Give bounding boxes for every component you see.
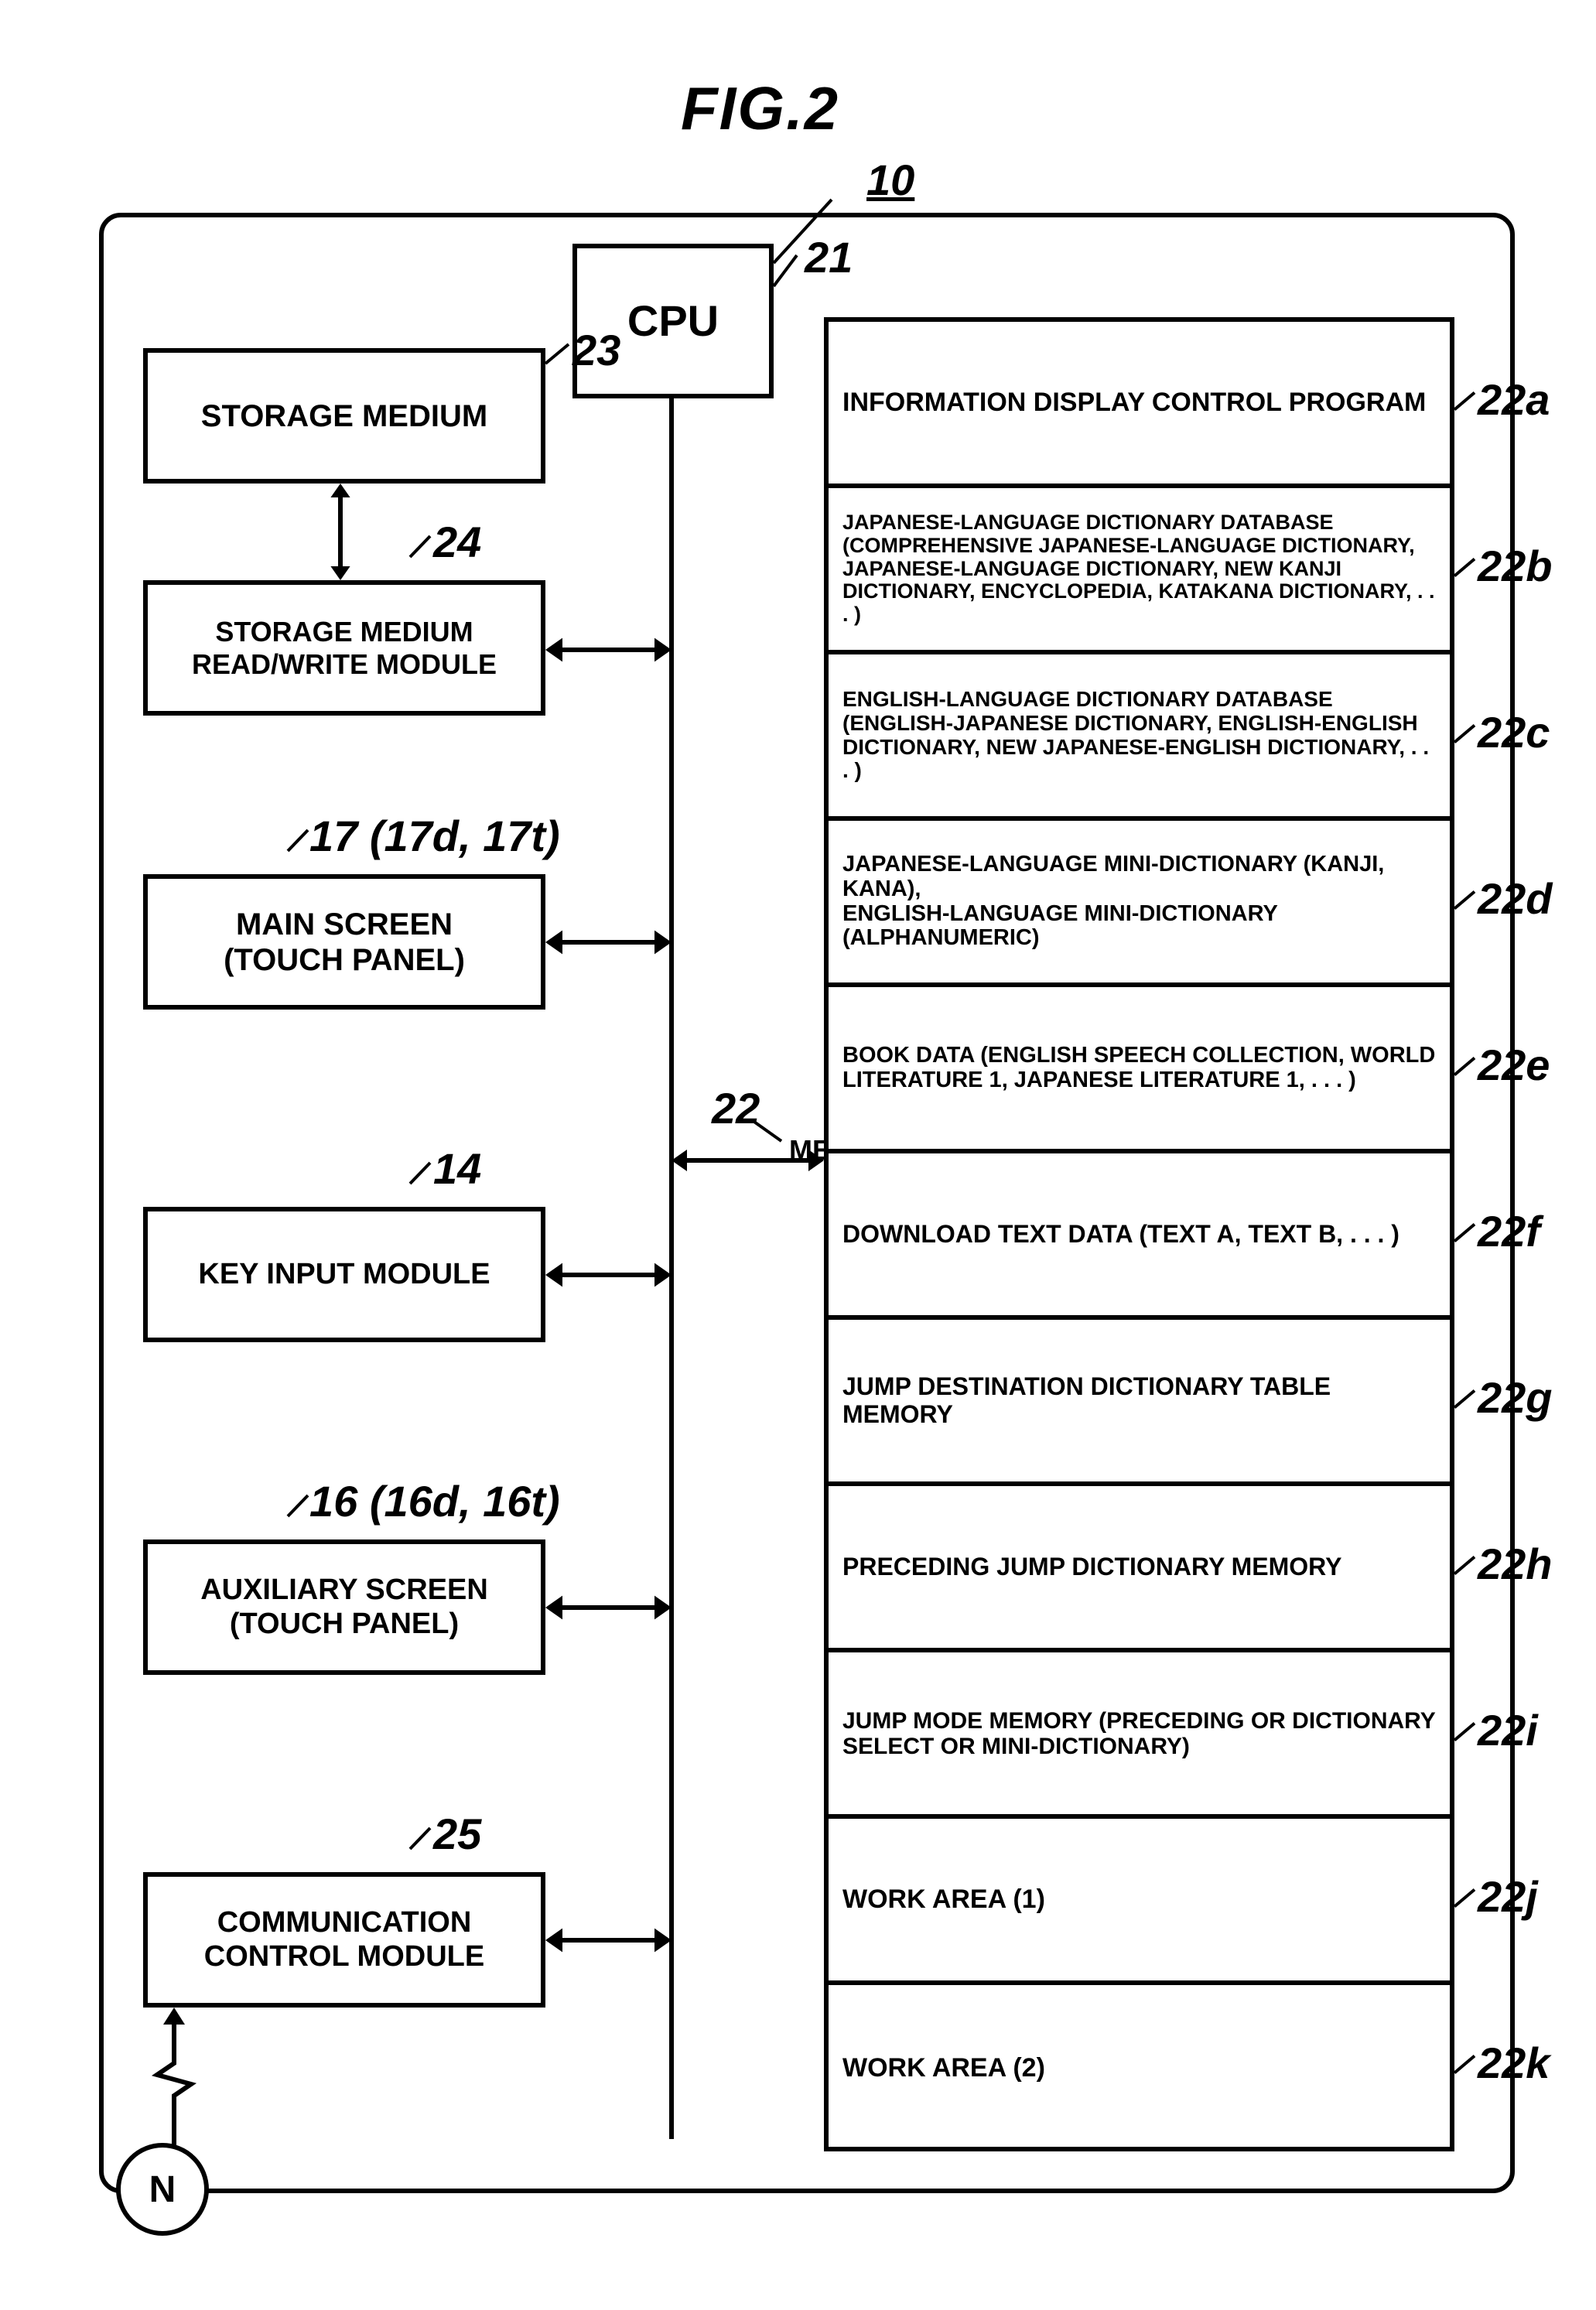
network-bolt (0, 0, 1596, 2310)
